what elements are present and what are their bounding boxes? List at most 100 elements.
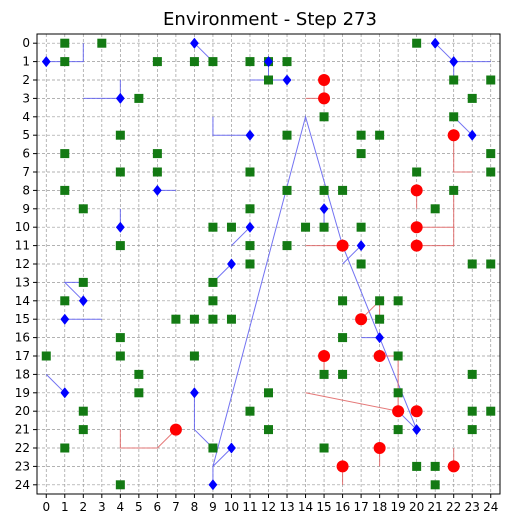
food-square [412,462,421,471]
hazard-circle [170,424,182,436]
food-square [134,370,143,379]
x-tick-label: 15 [316,500,331,514]
food-square [153,57,162,66]
food-square [264,388,273,397]
y-tick-label: 15 [15,312,30,326]
food-square [60,296,69,305]
food-square [375,315,384,324]
agent-diamond [320,203,329,214]
y-tick-label: 4 [22,110,30,124]
food-square [412,39,421,48]
agent-diamond [79,295,88,306]
x-tick-label: 18 [372,500,387,514]
x-tick-label: 11 [242,500,257,514]
hazard-circle [337,240,349,252]
x-tick-label: 5 [135,500,143,514]
food-square [116,168,125,177]
food-square [283,186,292,195]
y-tick-label: 12 [15,257,30,271]
food-square [79,278,88,287]
food-square [116,241,125,250]
food-square [412,168,421,177]
x-tick-label: 21 [428,500,443,514]
x-tick-label: 16 [335,500,350,514]
food-square [468,370,477,379]
food-square [486,407,495,416]
y-tick-label: 7 [22,165,30,179]
agent-diamond [153,185,162,196]
y-tick-label: 23 [15,459,30,473]
y-tick-label: 8 [22,183,30,197]
food-square [338,370,347,379]
agent-diamond [357,240,366,251]
y-tick-label: 21 [15,423,30,437]
agent-diamond [375,332,384,343]
x-tick-label: 6 [154,500,162,514]
food-square [320,223,329,232]
agent-diamond [246,130,255,141]
food-square [79,425,88,434]
food-square [227,223,236,232]
food-square [394,425,403,434]
food-square [245,204,254,213]
agent-diamond [209,479,218,490]
food-square [357,131,366,140]
food-square [171,315,180,324]
food-square [468,425,477,434]
food-square [357,223,366,232]
x-tick-label: 22 [446,500,461,514]
x-tick-label: 4 [117,500,125,514]
food-square [208,223,217,232]
x-tick-label: 10 [224,500,239,514]
trail-line [46,374,65,392]
trail-line [120,430,176,448]
food-square [190,352,199,361]
y-tick-label: 6 [22,147,30,161]
agent-diamond [116,93,125,104]
agent-diamond [412,424,421,435]
food-square [320,186,329,195]
y-tick-label: 5 [22,128,30,142]
grid [37,34,500,494]
food-square [79,204,88,213]
food-square [79,407,88,416]
x-tick-label: 13 [279,500,294,514]
food-square [245,260,254,269]
agent-diamond [60,387,69,398]
hazard-circle [318,92,330,104]
food-square [357,260,366,269]
food-square [486,168,495,177]
food-square [338,186,347,195]
hazard-circle [392,405,404,417]
y-tick-label: 14 [15,294,30,308]
y-tick-label: 9 [22,202,30,216]
y-tick-label: 3 [22,91,30,105]
y-tick-label: 22 [15,441,30,455]
food-square [60,149,69,158]
food-square [208,444,217,453]
food-square [486,260,495,269]
food-square [486,149,495,158]
x-tick-label: 8 [191,500,199,514]
agent-diamond [116,222,125,233]
x-tick-label: 1 [61,500,69,514]
food-square [134,94,143,103]
food-square [190,57,199,66]
food-square [116,480,125,489]
food-square [134,388,143,397]
ticks: 0 1 2 3 4 5 6 7 8 9 10 11 12 13 14 15 16 17 18 19 20 21 22 23 24… [15,36,499,514]
food-square [208,296,217,305]
food-square [394,296,403,305]
hazard-circle [411,405,423,417]
food-square [60,186,69,195]
food-square [375,296,384,305]
food-square [301,223,310,232]
x-tick-label: 24 [483,500,498,514]
food-square [449,112,458,121]
agent-diamond [468,130,477,141]
food-square [394,352,403,361]
agent-diamond [449,56,458,67]
agent-diamond [190,387,199,398]
hazard-circle [411,221,423,233]
